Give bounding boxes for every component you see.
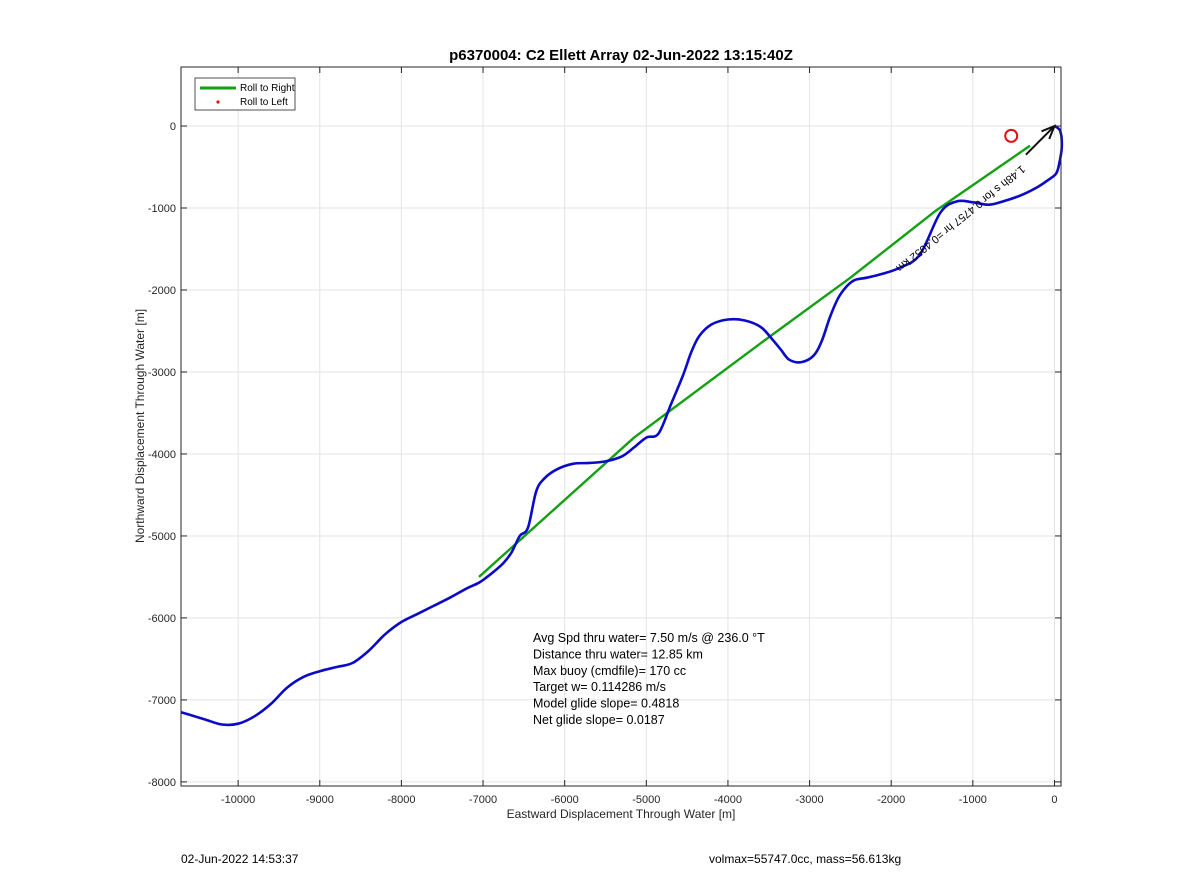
- arrow-shaft: [1025, 125, 1056, 156]
- y-axis-label: Northward Displacement Through Water [m]: [133, 309, 147, 543]
- path-annotation: 1.48h s for 0.4757 hr =0.4052 km: [893, 163, 1027, 275]
- stats-line: Target w= 0.114286 m/s: [533, 680, 666, 694]
- stats-line: Max buoy (cmdfile)= 170 cc: [533, 664, 686, 678]
- x-tick-label: -2000: [877, 794, 905, 806]
- x-tick-label: -5000: [632, 794, 660, 806]
- glider-track-line: [180, 124, 1064, 727]
- axes-box: [180, 66, 1062, 787]
- y-tick-label: -3000: [148, 367, 176, 379]
- series-layer: [180, 124, 1064, 727]
- y-tick-label: -5000: [148, 531, 176, 543]
- y-tick-label: -6000: [148, 613, 176, 625]
- legend-box: [194, 77, 296, 111]
- grid: [181, 67, 1061, 786]
- y-tick-label: -7000: [148, 695, 176, 707]
- y-tick-label: -4000: [148, 449, 176, 461]
- x-tick-label: -7000: [469, 794, 497, 806]
- y-tick-label: -2000: [148, 285, 176, 297]
- stats-line: Avg Spd thru water= 7.50 m/s @ 236.0 °T: [533, 631, 765, 645]
- legend-label-roll-right: Roll to Right: [240, 83, 295, 94]
- y-tick-label: -8000: [148, 777, 176, 789]
- x-tick-label: -6000: [551, 794, 579, 806]
- arrow-head: [1041, 124, 1057, 140]
- ticks: -10000 -9000 -8000 -7000 -6000 -5000 -4000 -300…: [148, 67, 1061, 806]
- stats-line: Model glide slope= 0.4818: [533, 697, 679, 711]
- x-axis-label: Eastward Displacement Through Water [m]: [507, 807, 736, 821]
- chart-title: p6370004: C2 Ellett Array 02-Jun-2022 13…: [449, 47, 793, 64]
- y-tick-label: 0: [170, 121, 176, 133]
- x-tick-label: -10000: [221, 794, 255, 806]
- footer-mass-info: volmax=55747.0cc, mass=56.613kg: [709, 852, 902, 866]
- x-tick-label: -3000: [796, 794, 824, 806]
- surface-marker: [1004, 128, 1019, 143]
- y-tick-label: -1000: [148, 203, 176, 215]
- footer-timestamp: 02-Jun-2022 14:53:37: [181, 852, 299, 866]
- stats-line: Net glide slope= 0.0187: [533, 713, 665, 727]
- x-tick-label: -4000: [714, 794, 742, 806]
- x-tick-label: -9000: [306, 794, 334, 806]
- legend-label-roll-left: Roll to Left: [240, 97, 288, 108]
- legend-dot-roll-left: [216, 100, 220, 104]
- x-tick-label: -8000: [387, 794, 415, 806]
- x-tick-label: -1000: [959, 794, 987, 806]
- roll-right-line: [478, 144, 1031, 578]
- x-tick-label: 0: [1051, 794, 1057, 806]
- stats-line: Distance thru water= 12.85 km: [533, 647, 703, 661]
- stats-block: Avg Spd thru water= 7.50 m/s @ 236.0 °T D…: [533, 631, 765, 727]
- legend: Roll to Right Roll to Left: [194, 77, 296, 111]
